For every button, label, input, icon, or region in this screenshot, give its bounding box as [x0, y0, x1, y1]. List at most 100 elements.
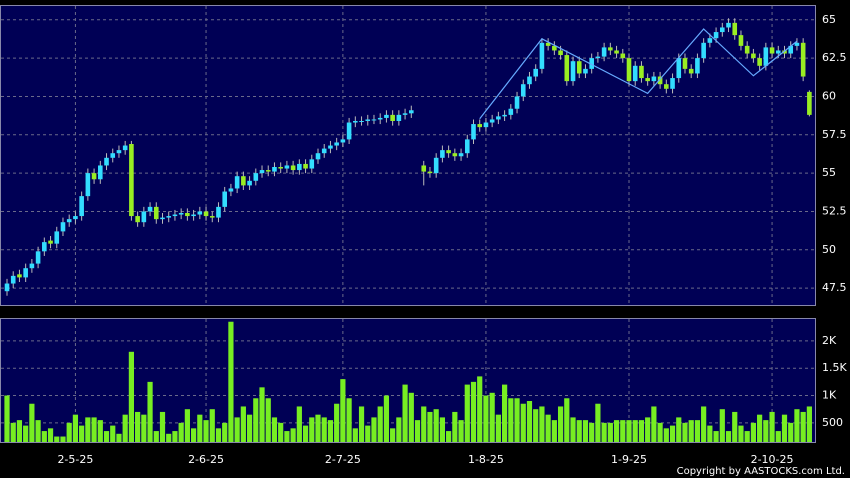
candle-body — [583, 68, 588, 74]
candle-body — [110, 153, 116, 158]
volume-bar — [166, 433, 172, 442]
volume-bar — [346, 398, 352, 442]
candle-body — [216, 206, 221, 218]
candle-body — [744, 45, 750, 54]
candle-body — [234, 176, 240, 189]
volume-bar — [365, 425, 371, 442]
candle-body — [29, 263, 35, 269]
volume-bar — [645, 417, 651, 442]
volume-bar — [427, 411, 433, 442]
candle-body — [782, 50, 787, 54]
candle-body — [222, 191, 227, 207]
volume-bar — [396, 417, 402, 442]
volume-bar — [750, 422, 756, 442]
volume-bar — [688, 420, 694, 442]
candle-body — [589, 58, 594, 69]
candle-body — [91, 173, 97, 180]
y-tick-label: 500 — [822, 416, 843, 429]
volume-bar — [564, 398, 570, 442]
volume-bar — [377, 406, 383, 442]
volume-bar — [657, 422, 663, 442]
candle-body — [371, 119, 377, 121]
volume-bar — [601, 422, 607, 442]
candle-body — [309, 159, 315, 169]
candle-body — [402, 113, 408, 115]
candle-body — [788, 45, 794, 54]
candle-body — [807, 91, 812, 115]
candle-body — [664, 84, 669, 89]
volume-bar — [607, 422, 613, 442]
candle-body — [297, 163, 302, 171]
volume-bar — [446, 431, 452, 442]
candle-body — [160, 217, 165, 220]
candle-body — [129, 144, 134, 217]
candle-body — [48, 240, 53, 244]
y-tick-label: 2K — [822, 334, 837, 347]
volume-bar — [470, 381, 477, 442]
volume-bar — [240, 406, 246, 442]
candle-body — [247, 180, 252, 186]
candle-body — [4, 283, 10, 292]
volume-bar — [725, 431, 732, 442]
candle-body — [265, 170, 271, 172]
volume-bar — [60, 436, 66, 442]
candle-body — [303, 163, 308, 169]
candle-body — [10, 275, 16, 284]
volume-bar — [259, 387, 265, 442]
candle-body — [178, 213, 184, 215]
volume-bar — [458, 420, 464, 442]
candle-body — [576, 61, 582, 74]
candle-body — [570, 61, 576, 82]
x-tick-label: 2-10-25 — [751, 453, 794, 466]
volume-bar — [309, 417, 315, 442]
volume-bar — [781, 414, 788, 442]
candle-body — [564, 55, 570, 82]
volume-bar — [197, 414, 203, 442]
volume-bar — [701, 406, 707, 442]
volume-bar — [103, 431, 110, 442]
volume-bar — [271, 417, 278, 442]
candle-body — [676, 58, 682, 79]
candle-body — [409, 110, 414, 114]
volume-bar — [265, 398, 271, 442]
volume-bar — [246, 414, 253, 442]
volume-bar — [29, 403, 35, 442]
candle-body — [477, 124, 483, 128]
candle-body — [427, 171, 433, 174]
candle-body — [290, 165, 296, 171]
volume-bar — [284, 431, 290, 442]
volume-bar — [41, 431, 47, 442]
x-tick-label: 2-6-25 — [188, 453, 224, 466]
volume-bar — [141, 414, 147, 442]
candle-body — [421, 165, 427, 172]
candle-body — [446, 150, 451, 154]
x-tick-label: 2-7-25 — [325, 453, 361, 466]
candle-body — [321, 148, 327, 154]
volume-bar — [526, 401, 533, 442]
candle-body — [122, 145, 128, 151]
volume-bar — [589, 422, 595, 442]
candle-body — [377, 117, 383, 120]
volume-bar — [769, 411, 775, 442]
volume-bar — [800, 411, 806, 442]
volume-bar — [582, 420, 589, 442]
candle-body — [707, 38, 713, 43]
candle-body — [726, 22, 731, 28]
candle-body — [384, 114, 389, 118]
volume-bar — [551, 420, 557, 442]
candle-body — [471, 124, 476, 140]
x-tick-label: 2-5-25 — [57, 453, 93, 466]
volume-bar — [576, 420, 582, 442]
y-tick-label: 52.5 — [822, 204, 847, 217]
volume-bar — [215, 428, 222, 442]
candle-body — [452, 153, 458, 157]
volume-bar — [66, 422, 72, 442]
candle-body — [153, 206, 159, 220]
zigzag-line — [479, 28, 798, 120]
volume-bar — [302, 425, 309, 442]
volume-bar — [421, 406, 427, 442]
volume-bar — [414, 420, 421, 442]
volume-bar — [97, 420, 103, 442]
y-tick-label: 55 — [822, 166, 836, 179]
volume-bar — [495, 414, 501, 442]
